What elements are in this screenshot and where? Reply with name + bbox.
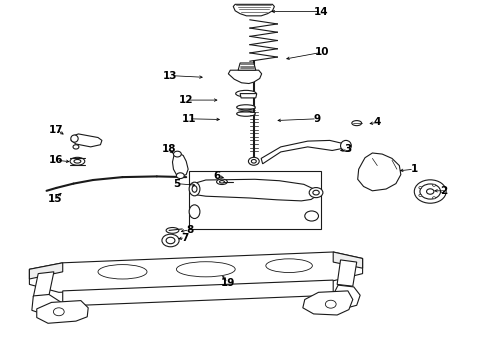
Text: 7: 7: [181, 233, 189, 243]
Ellipse shape: [189, 205, 200, 219]
Polygon shape: [71, 134, 102, 147]
Ellipse shape: [73, 145, 79, 149]
Ellipse shape: [251, 159, 256, 163]
Polygon shape: [32, 294, 65, 316]
Text: 19: 19: [220, 278, 235, 288]
Text: 9: 9: [314, 114, 320, 124]
Polygon shape: [29, 252, 363, 292]
Polygon shape: [228, 70, 262, 84]
Ellipse shape: [74, 159, 81, 163]
Ellipse shape: [237, 111, 255, 116]
Polygon shape: [194, 179, 318, 201]
Polygon shape: [238, 63, 256, 70]
Ellipse shape: [53, 308, 64, 316]
Text: 17: 17: [49, 125, 64, 135]
Ellipse shape: [236, 90, 256, 97]
Ellipse shape: [192, 186, 197, 192]
Ellipse shape: [98, 265, 147, 279]
Polygon shape: [240, 94, 257, 98]
Text: 3: 3: [344, 144, 351, 154]
Polygon shape: [194, 202, 318, 224]
Polygon shape: [329, 285, 360, 309]
Polygon shape: [233, 4, 274, 16]
Polygon shape: [337, 260, 357, 286]
Text: 12: 12: [179, 95, 194, 105]
Text: 5: 5: [173, 179, 180, 189]
Ellipse shape: [176, 173, 184, 179]
Ellipse shape: [433, 184, 436, 186]
Text: 14: 14: [314, 6, 329, 17]
Ellipse shape: [414, 180, 446, 203]
Ellipse shape: [426, 189, 434, 194]
Ellipse shape: [309, 188, 323, 198]
Text: 8: 8: [186, 225, 193, 235]
Ellipse shape: [341, 140, 351, 151]
Text: 1: 1: [411, 164, 417, 174]
Ellipse shape: [166, 237, 175, 244]
Polygon shape: [33, 272, 54, 297]
Text: 16: 16: [49, 155, 64, 165]
Ellipse shape: [189, 182, 200, 196]
Text: 10: 10: [315, 47, 330, 57]
Polygon shape: [303, 291, 353, 315]
Polygon shape: [261, 140, 343, 164]
Ellipse shape: [420, 184, 441, 199]
Ellipse shape: [305, 211, 318, 221]
Ellipse shape: [166, 228, 179, 233]
Text: 15: 15: [48, 194, 63, 204]
Ellipse shape: [419, 194, 422, 197]
Ellipse shape: [419, 186, 422, 189]
Polygon shape: [37, 301, 88, 323]
Polygon shape: [63, 280, 333, 306]
Ellipse shape: [162, 234, 179, 247]
Ellipse shape: [313, 190, 319, 195]
Ellipse shape: [433, 197, 436, 199]
Polygon shape: [333, 252, 363, 268]
Ellipse shape: [325, 300, 336, 308]
Ellipse shape: [352, 121, 362, 126]
Ellipse shape: [217, 179, 227, 184]
Polygon shape: [29, 263, 63, 279]
Ellipse shape: [176, 262, 235, 277]
Ellipse shape: [248, 157, 259, 165]
Ellipse shape: [173, 151, 181, 157]
Text: 6: 6: [213, 171, 220, 181]
Polygon shape: [172, 153, 188, 176]
Ellipse shape: [71, 135, 78, 142]
Ellipse shape: [220, 181, 224, 183]
Ellipse shape: [70, 157, 85, 165]
Ellipse shape: [441, 190, 444, 193]
Polygon shape: [358, 153, 401, 191]
Text: 2: 2: [440, 186, 447, 196]
Ellipse shape: [237, 105, 255, 110]
Text: 13: 13: [163, 71, 178, 81]
Bar: [189, 171, 321, 229]
Text: 18: 18: [162, 144, 176, 154]
Ellipse shape: [266, 259, 313, 273]
Text: 4: 4: [373, 117, 381, 127]
Text: 11: 11: [181, 114, 196, 124]
